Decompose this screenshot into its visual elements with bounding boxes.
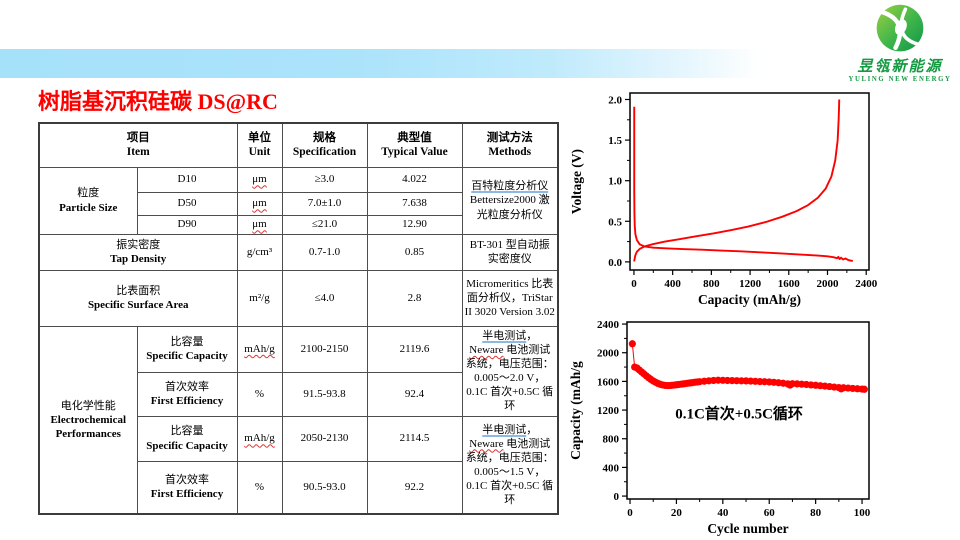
table-row-surface-area: 比表面积 Specific Surface Area m²/g ≤4.0 2.8… [38, 269, 559, 327]
cycle-capacity-chart: 0 20 40 60 80 100 0 400 800 1200 1600 2000 2400 Cycle… [568, 319, 871, 536]
cell-tap-spec: 0.7-1.0 [281, 233, 368, 271]
table-row-d10: 粒度 Particle Size D10 μm ≥3.0 4.022 百特粒度分… [38, 166, 559, 235]
cell-first-eff-1-label: 首次效率 First Efficiency [136, 371, 238, 417]
cell-first-eff-2-typical: 92.2 [366, 460, 463, 515]
table-row-specific-capacity-1: 电化学性能 Electrochemical Performances 比容量 S… [38, 325, 559, 515]
svg-text:0.1C首次+0.5C循环: 0.1C首次+0.5C循环 [675, 405, 803, 423]
cell-d50-name: D50 [136, 191, 238, 216]
svg-text:1600: 1600 [778, 278, 801, 290]
cell-ssa-spec: ≤4.0 [281, 269, 368, 327]
cell-particle-size-label: 粒度 Particle Size [38, 166, 138, 235]
cell-spec-capacity-2-label: 比容量 Specific Capacity [136, 415, 238, 462]
svg-text:1.5: 1.5 [608, 135, 622, 147]
svg-text:400: 400 [664, 278, 681, 290]
cell-electrochem-label: 电化学性能 Electrochemical Performances [38, 325, 138, 515]
svg-text:2400: 2400 [855, 278, 878, 290]
cell-first-eff-1-unit: % [236, 371, 283, 417]
logo-emblem-icon [876, 4, 924, 52]
header-specification: 规格 Specification [281, 122, 368, 168]
cell-tap-density-label: 振实密度 Tap Density [38, 233, 238, 271]
svg-text:Capacity (mAh/g: Capacity (mAh/g [568, 361, 583, 460]
table-row-first-efficiency-2: 首次效率 First Efficiency % 90.5-93.0 92.2 [39, 460, 558, 515]
logo-company-name-en: YULING NEW ENERGY [848, 76, 952, 83]
cell-ssa-unit: m²/g [236, 269, 283, 327]
svg-text:Voltage (V): Voltage (V) [569, 149, 584, 214]
svg-text:2.0: 2.0 [608, 94, 622, 106]
cell-first-eff-1-spec: 91.5-93.8 [281, 371, 368, 417]
cell-tap-unit: g/cm³ [236, 233, 283, 271]
cell-d50-unit: μm [236, 191, 283, 216]
top-banner-stripe [0, 49, 785, 78]
cell-first-eff-2-unit: % [236, 460, 283, 515]
table-row-d50: D50 μm 7.0±1.0 7.638 [39, 191, 558, 216]
header-unit: 单位 Unit [236, 122, 283, 168]
cell-d10-spec: ≥3.0 [281, 166, 368, 193]
company-logo: 昱瓴新能源 YULING NEW ENERGY [841, 3, 959, 84]
cell-tap-typical: 0.85 [366, 233, 463, 271]
cell-spec-capacity-2-typical: 2114.5 [366, 415, 463, 462]
cell-spec-capacity-1-unit: mAh/g [236, 325, 283, 373]
svg-text:1.0: 1.0 [608, 176, 622, 188]
cell-spec-capacity-2-spec: 2050-2130 [281, 415, 368, 462]
svg-text:800: 800 [603, 434, 620, 446]
voltage-capacity-chart: 0 400 800 1200 1600 2000 2400 0.0 0.5 1.0 1.5 2.0 Ca… [569, 92, 878, 307]
svg-text:20: 20 [671, 507, 683, 519]
svg-text:100: 100 [854, 507, 871, 519]
svg-text:60: 60 [764, 507, 776, 519]
table-row-d90: D90 μm ≤21.0 12.90 [39, 214, 558, 235]
svg-text:Capacity (mAh/g): Capacity (mAh/g) [698, 292, 801, 307]
cell-d90-name: D90 [136, 214, 238, 235]
header-item: 项目 Item [38, 122, 238, 168]
page-title: 树脂基沉积硅碳 DS@RC [38, 89, 278, 114]
cell-first-eff-2-spec: 90.5-93.0 [281, 460, 368, 515]
cell-ssa-typical: 2.8 [366, 269, 463, 327]
svg-text:40: 40 [717, 507, 729, 519]
cell-spec-capacity-1-typical: 2119.6 [366, 325, 463, 373]
cell-d10-name: D10 [136, 166, 238, 193]
cell-first-eff-1-typical: 92.4 [366, 371, 463, 417]
svg-text:2400: 2400 [597, 319, 620, 331]
svg-text:0: 0 [627, 507, 633, 519]
cell-d10-typical: 4.022 [366, 166, 463, 193]
table-row-tap-density: 振实密度 Tap Density g/cm³ 0.7-1.0 0.85 BT-3… [38, 233, 559, 271]
svg-text:400: 400 [603, 462, 620, 474]
cell-ssa-method: Micromeritics 比表面分析仪，TriStar II 3020 Ver… [461, 269, 559, 327]
cell-spec-capacity-2-unit: mAh/g [236, 415, 283, 462]
table-row-specific-capacity-2: 比容量 Specific Capacity mAh/g 2050-2130 21… [39, 415, 559, 515]
svg-text:0.0: 0.0 [608, 257, 622, 269]
svg-text:1200: 1200 [739, 278, 762, 290]
table-header-row: 项目 Item 单位 Unit 规格 Specification 典型值 Typ… [38, 122, 559, 168]
cell-spec-capacity-1-spec: 2100-2150 [281, 325, 368, 373]
svg-text:2000: 2000 [597, 348, 620, 360]
cell-spec-capacity-1-label: 比容量 Specific Capacity [136, 325, 238, 373]
svg-text:80: 80 [810, 507, 822, 519]
cell-d50-spec: 7.0±1.0 [281, 191, 368, 216]
cell-d10-unit: μm [236, 166, 283, 193]
cell-electrochem-method-2: 半电测试， Neware 电池测试系统，电压范围：0.005～1.5 V，0.1… [461, 415, 559, 515]
logo-company-name-cn: 昱瓴新能源 [857, 59, 943, 75]
cell-first-eff-2-label: 首次效率 First Efficiency [136, 460, 238, 515]
svg-text:2000: 2000 [817, 278, 840, 290]
svg-text:1200: 1200 [597, 405, 620, 417]
spec-table: 项目 Item 单位 Unit 规格 Specification 典型值 Typ… [38, 122, 559, 515]
svg-text:800: 800 [703, 278, 720, 290]
svg-text:Cycle number: Cycle number [707, 521, 788, 536]
cell-particle-method: 百特粒度分析仪 Bettersize2000 激光粒度分析仪 [461, 166, 559, 235]
cell-electrochem-method-1: 半电测试， Neware 电池测试系统，电压范围：0.005～2.0 V，0.1… [461, 325, 559, 417]
cell-tap-method: BT-301 型自动振实密度仪 [461, 233, 559, 271]
svg-text:0: 0 [614, 491, 620, 503]
cell-d90-unit: μm [236, 214, 283, 235]
cell-d50-typical: 7.638 [366, 191, 463, 216]
header-typical-value: 典型值 Typical Value [366, 122, 463, 168]
cell-surface-area-label: 比表面积 Specific Surface Area [38, 269, 238, 327]
svg-text:1600: 1600 [597, 376, 620, 388]
cell-d90-typical: 12.90 [366, 214, 463, 235]
svg-text:0.5: 0.5 [608, 216, 622, 228]
svg-text:0: 0 [631, 278, 637, 290]
header-methods: 测试方法 Methods [461, 122, 559, 168]
cell-d90-spec: ≤21.0 [281, 214, 368, 235]
